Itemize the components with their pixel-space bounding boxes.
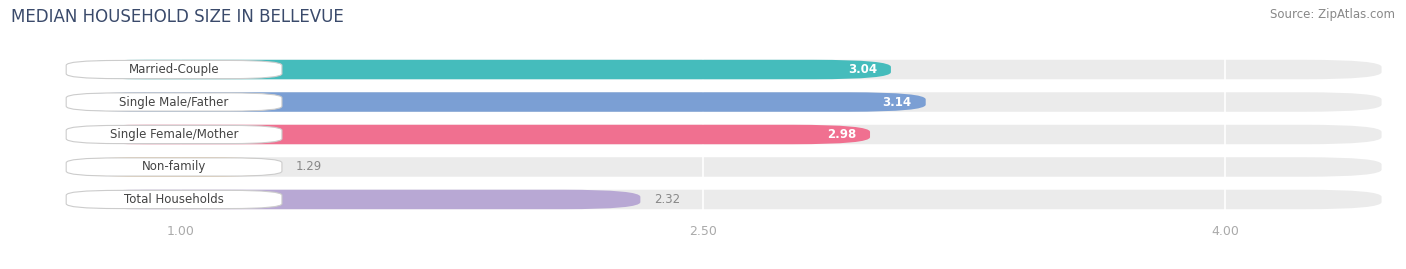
Text: Single Female/Mother: Single Female/Mother <box>110 128 238 141</box>
FancyBboxPatch shape <box>66 158 283 176</box>
Text: Married-Couple: Married-Couple <box>129 63 219 76</box>
FancyBboxPatch shape <box>70 190 1382 209</box>
Text: 2.98: 2.98 <box>827 128 856 141</box>
FancyBboxPatch shape <box>70 157 283 177</box>
FancyBboxPatch shape <box>70 60 891 79</box>
FancyBboxPatch shape <box>70 125 870 144</box>
Text: 1.29: 1.29 <box>295 161 322 174</box>
FancyBboxPatch shape <box>70 92 1382 112</box>
Text: 2.32: 2.32 <box>654 193 681 206</box>
FancyBboxPatch shape <box>66 93 283 111</box>
Text: Source: ZipAtlas.com: Source: ZipAtlas.com <box>1270 8 1395 21</box>
Text: Total Households: Total Households <box>124 193 224 206</box>
Text: 3.04: 3.04 <box>848 63 877 76</box>
FancyBboxPatch shape <box>66 61 283 79</box>
Text: MEDIAN HOUSEHOLD SIZE IN BELLEVUE: MEDIAN HOUSEHOLD SIZE IN BELLEVUE <box>11 8 344 26</box>
FancyBboxPatch shape <box>70 92 925 112</box>
FancyBboxPatch shape <box>70 190 640 209</box>
Text: 3.14: 3.14 <box>883 95 912 108</box>
FancyBboxPatch shape <box>70 60 1382 79</box>
Text: Non-family: Non-family <box>142 161 207 174</box>
FancyBboxPatch shape <box>70 157 1382 177</box>
FancyBboxPatch shape <box>66 190 283 208</box>
FancyBboxPatch shape <box>66 125 283 144</box>
Text: Single Male/Father: Single Male/Father <box>120 95 229 108</box>
FancyBboxPatch shape <box>70 125 1382 144</box>
